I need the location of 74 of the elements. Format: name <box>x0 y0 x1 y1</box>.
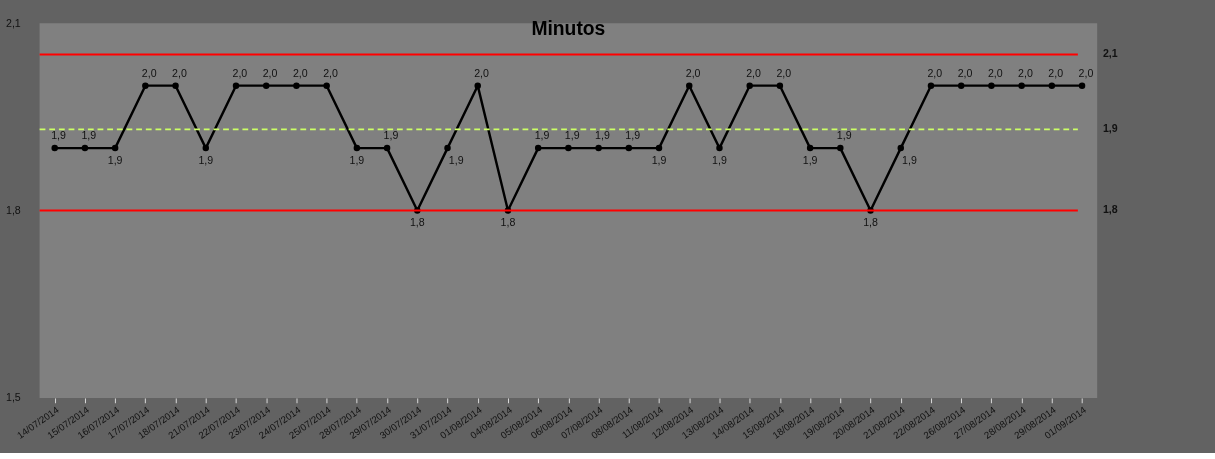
point <box>262 82 270 89</box>
data-label: 2,0 <box>987 66 1003 79</box>
data-label: 2,0 <box>323 66 338 79</box>
ref-line-label: 1,8 <box>1102 203 1118 216</box>
point <box>1048 82 1056 89</box>
data-label: 1,9 <box>625 129 641 142</box>
point <box>897 144 904 152</box>
data-label: 1,9 <box>836 129 852 142</box>
point <box>746 82 753 89</box>
data-label: 1,9 <box>51 129 67 142</box>
point <box>142 82 149 89</box>
data-label: 1,9 <box>902 153 917 166</box>
y-tick-label: 2,1 <box>6 16 21 29</box>
data-label: 2,0 <box>172 66 187 79</box>
point <box>81 144 89 152</box>
data-label: 1,8 <box>863 216 879 229</box>
data-label: 2,0 <box>232 66 248 79</box>
point <box>988 82 995 89</box>
point <box>51 144 58 152</box>
data-label: 2,0 <box>776 66 792 79</box>
data-label: 1,9 <box>107 153 123 166</box>
data-label: 2,0 <box>474 66 490 79</box>
data-label: 1,9 <box>448 153 464 166</box>
data-label: 2,0 <box>927 66 943 79</box>
point <box>474 82 481 89</box>
point <box>111 144 119 152</box>
data-label: 1,8 <box>500 216 516 229</box>
point <box>1018 82 1025 89</box>
ref-line-label: 1,9 <box>1102 122 1118 135</box>
data-label: 2,0 <box>685 66 701 79</box>
data-label: 1,9 <box>198 153 214 166</box>
chart-title: Minutos <box>531 17 606 39</box>
data-label: 2,0 <box>1048 66 1064 79</box>
data-label: 1,8 <box>409 216 425 229</box>
data-label: 2,0 <box>292 66 308 79</box>
point <box>383 144 391 152</box>
point <box>565 144 572 152</box>
data-label: 1,9 <box>651 153 667 166</box>
point <box>595 144 602 152</box>
ref-line-label: 2,1 <box>1102 47 1118 60</box>
data-label: 1,9 <box>349 153 365 166</box>
data-label: 1,9 <box>712 153 727 166</box>
point <box>1078 82 1086 89</box>
data-label: 1,9 <box>595 129 610 142</box>
point <box>172 82 179 89</box>
point <box>293 82 300 89</box>
point <box>776 82 784 89</box>
data-label: 2,0 <box>262 66 278 79</box>
point <box>625 144 633 152</box>
point <box>837 144 844 152</box>
y-tick-label: 1,5 <box>6 391 21 404</box>
point <box>444 144 451 152</box>
point <box>806 144 814 152</box>
point <box>716 144 723 152</box>
point <box>353 144 361 152</box>
data-label: 2,0 <box>746 66 762 79</box>
data-label: 2,0 <box>957 66 973 79</box>
data-label: 2,0 <box>1078 66 1094 79</box>
point <box>655 144 663 152</box>
data-label: 1,9 <box>534 129 550 142</box>
point <box>957 82 965 89</box>
data-label: 2,0 <box>1018 66 1033 79</box>
point <box>232 82 240 89</box>
point <box>202 144 210 152</box>
data-label: 1,9 <box>564 129 580 142</box>
data-label: 1,9 <box>383 129 399 142</box>
data-label: 1,9 <box>802 153 818 166</box>
point <box>686 82 693 89</box>
point <box>534 144 542 152</box>
point <box>323 82 330 89</box>
data-label: 2,0 <box>141 66 157 79</box>
y-tick-label: 1,8 <box>6 203 21 216</box>
data-label: 1,9 <box>81 129 97 142</box>
point <box>927 82 935 89</box>
